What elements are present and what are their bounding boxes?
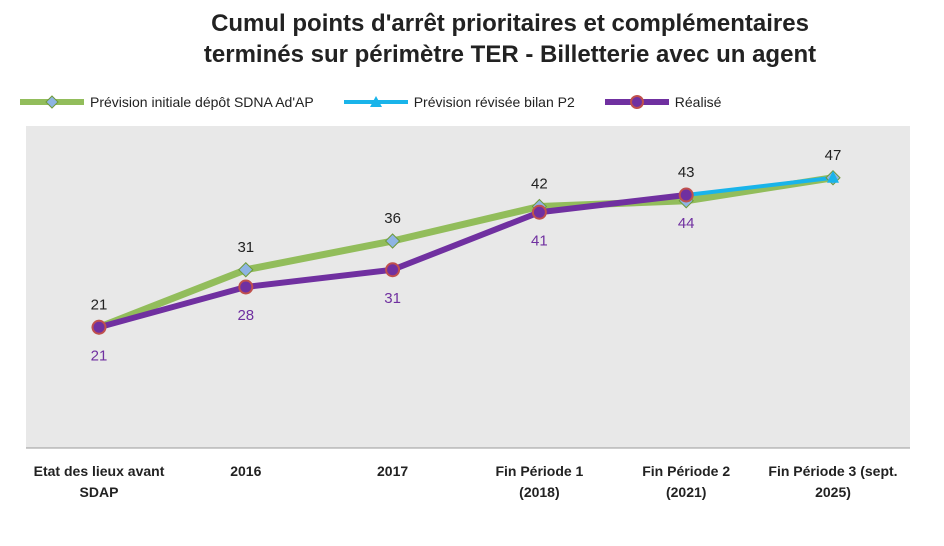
data-point-realise xyxy=(531,204,547,220)
x-tick-label: 2016 xyxy=(230,463,261,479)
data-label: 21 xyxy=(91,347,108,364)
data-point-realise xyxy=(678,187,694,203)
data-label: 28 xyxy=(237,307,254,324)
data-label: 36 xyxy=(384,210,401,227)
chart-title-line-1: Cumul points d'arrêt prioritaires et com… xyxy=(211,10,809,37)
data-point-initial xyxy=(238,262,254,278)
data-label: 47 xyxy=(825,147,842,164)
data-label: 41 xyxy=(531,232,548,249)
data-label: 43 xyxy=(678,164,695,181)
x-tick-label: 2017 xyxy=(377,463,408,479)
legend-marker-initial xyxy=(20,95,84,109)
data-label: 44 xyxy=(678,215,695,232)
legend-item-initial: Prévision initiale dépôt SDNA Ad'AP xyxy=(18,94,314,110)
x-tick-label: Fin Période 3 (sept. 2025) xyxy=(768,463,897,500)
legend-label-initial: Prévision initiale dépôt SDNA Ad'AP xyxy=(90,94,314,110)
legend-label-revised: Prévision révisée bilan P2 xyxy=(413,94,575,110)
data-label: 31 xyxy=(237,239,254,256)
data-point-realise xyxy=(385,262,401,278)
data-point-realise xyxy=(238,279,254,295)
legend-item-revised: Prévision révisée bilan P2 xyxy=(342,94,575,110)
series-line-0 xyxy=(95,174,837,331)
chart-title: Cumul points d'arrêt prioritaires et com… xyxy=(110,8,910,70)
plot-area xyxy=(26,126,910,448)
data-label: 31 xyxy=(384,290,401,307)
legend-label-realise: Réalisé xyxy=(674,94,722,110)
data-point-realise xyxy=(91,319,107,335)
series-line-1 xyxy=(684,175,835,197)
legend-marker-revised xyxy=(343,96,408,107)
legend-marker-realise xyxy=(604,95,669,109)
legend-item-realise: Réalisé xyxy=(603,94,722,110)
data-label: 21 xyxy=(91,296,108,313)
legend: Prévision initiale dépôt SDNA Ad'AP Prév… xyxy=(18,92,749,112)
data-point-initial xyxy=(384,233,401,249)
data-point-revised xyxy=(827,170,839,183)
x-tick-label: Fin Période 1 (2018) xyxy=(495,463,583,500)
x-tick-label: Etat des lieux avant SDAP xyxy=(34,463,165,500)
chart-title-line-2: terminés sur périmètre TER - Billetterie… xyxy=(203,41,817,68)
x-tick-label: Fin Période 2 (2021) xyxy=(642,463,730,500)
data-label: 42 xyxy=(531,176,548,193)
